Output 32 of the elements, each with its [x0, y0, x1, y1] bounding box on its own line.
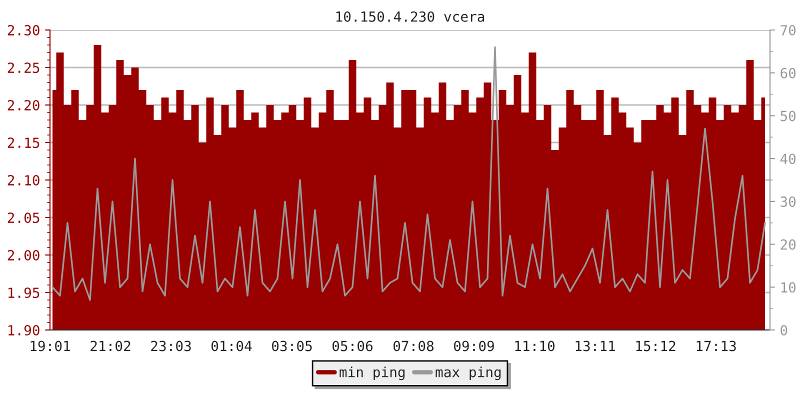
- x-tick-label: 05:06: [332, 340, 373, 352]
- y-tick-label: 2.20: [8, 100, 40, 111]
- y-tick-label: 2.00: [8, 250, 40, 261]
- y2-tick-label: 20: [780, 239, 796, 250]
- legend-label: max ping: [436, 366, 501, 380]
- chart-title: 10.150.4.230 vcera: [336, 11, 484, 22]
- y-tick-label: 1.90: [8, 325, 40, 336]
- x-tick-label: 21:02: [90, 340, 130, 352]
- x-tick-label: 03:05: [272, 340, 312, 352]
- y2-tick-label: 10: [781, 282, 796, 293]
- y2-tick-label: 30: [780, 196, 796, 207]
- y-tick-label: 2.30: [8, 25, 40, 36]
- y2-tick-label: 40: [780, 154, 796, 164]
- y-tick-label: 2.10: [8, 175, 40, 186]
- y2-tick-label: 70: [780, 25, 796, 36]
- x-tick-label: 17:13: [696, 340, 736, 352]
- x-tick-label: 07:08: [394, 340, 434, 352]
- legend-label: min ping: [340, 366, 405, 380]
- y2-tick-label: 60: [780, 68, 796, 78]
- x-tick-label: 09:09: [454, 340, 494, 352]
- y2-tick-label: 50: [780, 110, 796, 122]
- x-tick-label: 13:11: [576, 340, 615, 352]
- y-tick-label: 1.95: [8, 288, 40, 298]
- x-tick-label: 23:03: [151, 340, 191, 352]
- y2-tick-label: 0: [780, 325, 788, 336]
- y-tick-label: 2.05: [8, 212, 40, 224]
- y-tick-label: 2.15: [8, 138, 40, 148]
- x-tick-label: 19:01: [30, 340, 70, 352]
- x-tick-label: 01:04: [212, 340, 252, 352]
- x-tick-label: 11:10: [515, 340, 555, 352]
- x-tick-label: 15:12: [636, 340, 676, 352]
- y-tick-label: 2.25: [8, 62, 40, 74]
